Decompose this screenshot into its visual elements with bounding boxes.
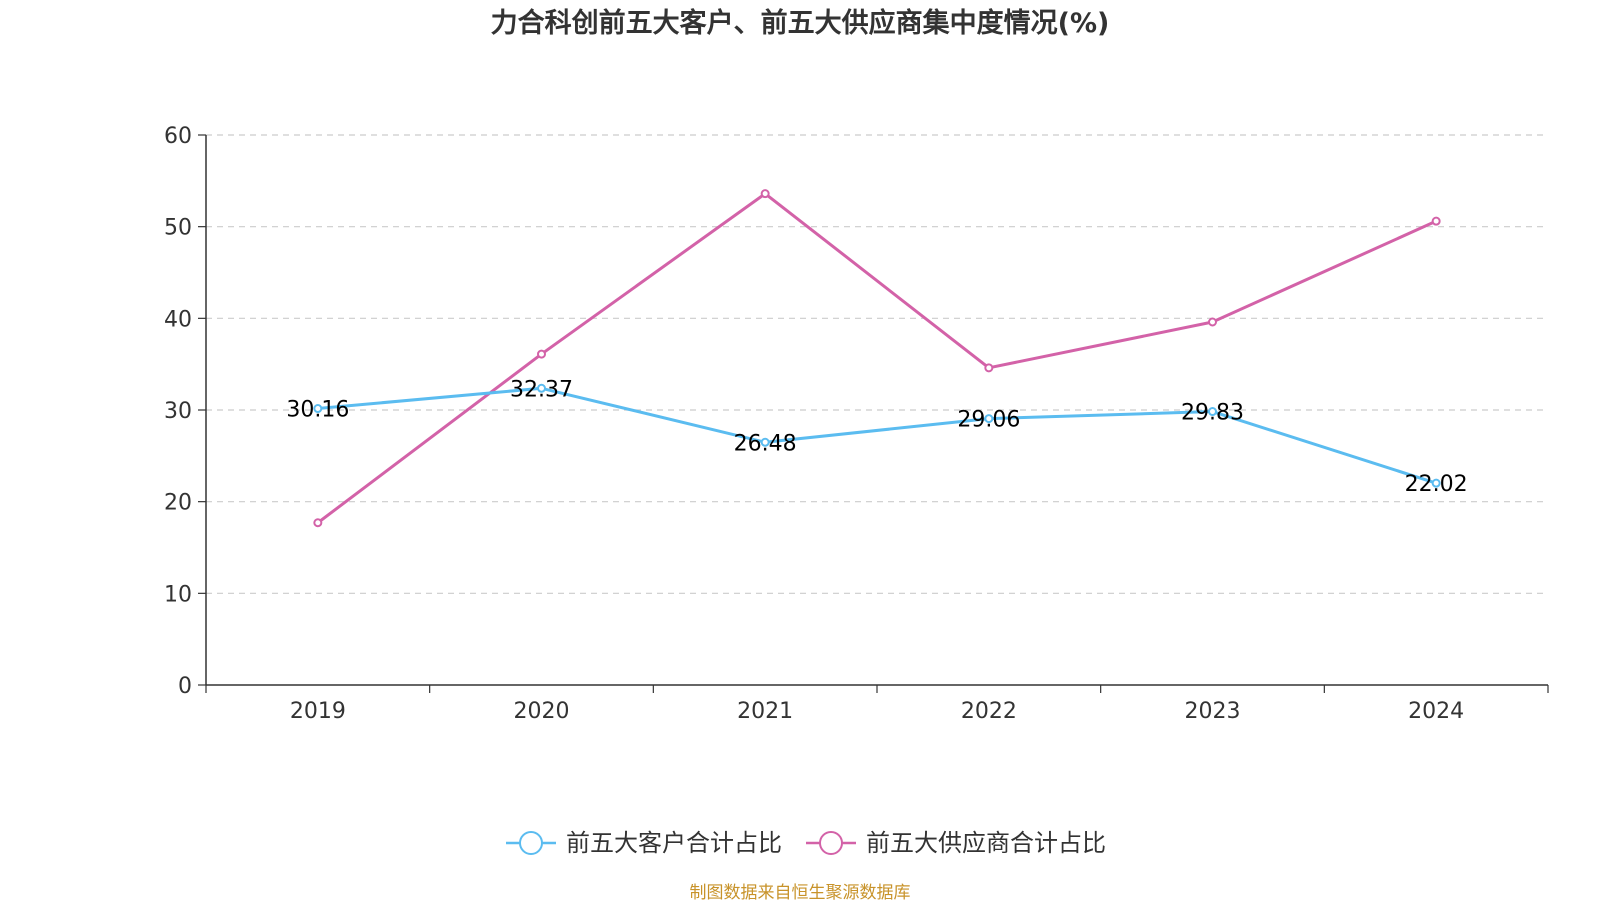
data-label-customers: 32.37 (510, 377, 573, 402)
data-label-customers: 30.16 (286, 398, 349, 423)
series-line-1 (316, 192, 1437, 524)
y-tick-label: 40 (164, 307, 192, 332)
legend-label-suppliers: 前五大供应商合计占比 (866, 829, 1106, 857)
chart-title: 力合科创前五大客户、前五大供应商集中度情况(%) (491, 7, 1110, 39)
x-tick-label: 2019 (290, 699, 346, 724)
series-point-0 (984, 414, 994, 424)
data-label-customers: 29.83 (1181, 401, 1244, 426)
series-point-0 (760, 437, 770, 447)
legend-item-customers[interactable]: 前五大客户合计占比 (506, 829, 782, 857)
data-label-customers: 22.02 (1405, 472, 1468, 497)
series-point-0 (1431, 478, 1441, 488)
data-label-customers: 26.48 (734, 431, 797, 456)
series-point-1 (760, 189, 770, 199)
y-tick-label: 50 (164, 216, 192, 241)
source-note: 制图数据来自恒生聚源数据库 (690, 883, 911, 900)
series-layer (313, 189, 1441, 528)
axes: 0 10 20 30 40 50 60 2019 2020 2021 2022 2023 2024 (164, 124, 1549, 724)
series-point-1 (537, 349, 546, 359)
series-point-1 (1208, 317, 1217, 327)
legend-item-suppliers[interactable]: 前五大供应商合计占比 (806, 829, 1106, 857)
legend[interactable]: 前五大客户合计占比 前五大供应商合计占比 (506, 829, 1106, 857)
x-tick-label: 2023 (1185, 699, 1241, 724)
series-point-0 (537, 383, 546, 393)
y-tick-label: 60 (164, 124, 192, 149)
grid-lines (206, 134, 1548, 594)
series-point-1 (1431, 216, 1441, 226)
legend-marker-suppliers (819, 831, 843, 855)
y-tick-label: 30 (164, 399, 192, 424)
x-tick-label: 2021 (737, 699, 793, 724)
series-point-1 (984, 363, 994, 373)
legend-label-customers: 前五大客户合计占比 (566, 829, 782, 857)
series-point-0 (313, 404, 323, 414)
series-point-1 (313, 518, 323, 528)
data-labels: 30.16 32.37 26.48 29.06 29.83 22.02 (286, 377, 1467, 497)
x-tick-label: 2022 (961, 699, 1017, 724)
data-label-customers: 29.06 (957, 408, 1020, 433)
series-point-0 (1208, 407, 1217, 417)
y-tick-label: 10 (164, 582, 192, 607)
y-tick-label: 0 (178, 674, 192, 699)
y-tick-label: 20 (164, 491, 192, 516)
x-tick-label: 2024 (1408, 699, 1464, 724)
legend-marker-customers (519, 831, 543, 855)
series-line-0 (317, 386, 1437, 485)
x-tick-label: 2020 (514, 699, 570, 724)
